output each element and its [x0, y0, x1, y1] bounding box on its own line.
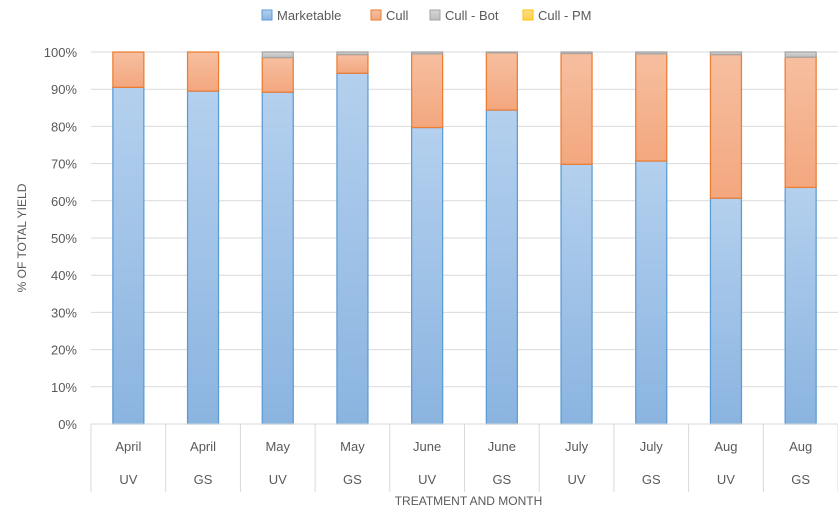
bar-segment-cull-bot [261, 51, 294, 59]
x-tick-label-treatment: GS [343, 472, 362, 487]
x-tick-label-treatment: UV [269, 472, 287, 487]
legend-swatch [370, 9, 382, 21]
bar-segment-marketable [635, 160, 668, 425]
x-tick-label-treatment: UV [717, 472, 735, 487]
x-tick-label-month: April [115, 439, 141, 454]
y-tick-label: 30% [51, 305, 77, 320]
x-tick-label-treatment: GS [791, 472, 810, 487]
bar-segment-cull-bot [485, 51, 518, 54]
bar-segment-cull-bot [709, 51, 743, 56]
bar-segment-cull [485, 52, 518, 111]
x-tick-label-month: May [340, 439, 365, 454]
bar-segment-marketable [709, 197, 743, 425]
bar-segment-cull [635, 53, 668, 162]
legend-label: Cull - Bot [445, 8, 499, 23]
y-axis-ticks: 0% 10% 20% 30% 40% 50% 60% 70% 80% 90% 100% [44, 45, 78, 432]
y-tick-label: 80% [51, 119, 77, 134]
x-tick-label-treatment: UV [119, 472, 137, 487]
bar-segment-cull-bot [784, 51, 817, 58]
bar-segment-cull-bot [411, 51, 444, 55]
x-tick-label-treatment: GS [492, 472, 511, 487]
x-tick-label-treatment: GS [642, 472, 661, 487]
y-tick-label: 100% [44, 45, 78, 60]
bar-segment-marketable [112, 86, 145, 425]
y-tick-label: 20% [51, 343, 77, 358]
chart-legend: Marketable Cull Cull - Bot Cull - PM [261, 8, 591, 23]
bar-segment-marketable [411, 126, 444, 425]
bar-segment-cull [336, 53, 369, 74]
bar-segment-cull [261, 56, 294, 93]
x-axis-title: TREATMENT AND MONTH [395, 494, 543, 508]
x-tick-label-treatment: UV [568, 472, 586, 487]
x-tick-label-month: July [565, 439, 589, 454]
legend-swatch [429, 9, 441, 21]
bar-segment-cull [784, 56, 817, 189]
bars [112, 51, 817, 425]
bar-segment-cull [709, 53, 743, 199]
x-tick-label-month: April [190, 439, 216, 454]
y-tick-label: 10% [51, 380, 77, 395]
y-tick-label: 50% [51, 231, 77, 246]
y-axis-title: % OF TOTAL YIELD [15, 183, 29, 292]
bar-segment-cull [411, 53, 444, 129]
x-tick-label-treatment: UV [418, 472, 436, 487]
legend-label: Cull - PM [538, 8, 591, 23]
bar-segment-marketable [261, 91, 294, 425]
x-tick-label-month: May [265, 439, 290, 454]
y-tick-label: 60% [51, 194, 77, 209]
bar-segment-cull [186, 51, 220, 92]
x-tick-label-month: June [488, 439, 516, 454]
bar-segment-marketable [336, 72, 369, 425]
y-tick-label: 0% [58, 417, 77, 432]
bar-segment-marketable [784, 186, 817, 425]
x-tick-label-month: July [640, 439, 664, 454]
x-tick-label-month: Aug [714, 439, 737, 454]
y-tick-label: 90% [51, 82, 77, 97]
bar-segment-marketable [186, 90, 220, 425]
bar-segment-cull [112, 51, 145, 88]
bar-segment-cull-bot [336, 51, 369, 56]
legend-label: Marketable [277, 8, 341, 23]
x-tick-label-month: June [413, 439, 441, 454]
y-tick-label: 40% [51, 268, 77, 283]
legend-label: Cull [386, 8, 409, 23]
x-tick-label-treatment: GS [194, 472, 213, 487]
x-axis: April UV April GS May UV May GS June UV June GS July… [90, 423, 838, 492]
legend-swatch [261, 9, 273, 21]
x-tick-label-month: Aug [789, 439, 812, 454]
bar-segment-marketable [485, 109, 518, 425]
bar-segment-cull [560, 52, 593, 165]
bar-segment-marketable [560, 163, 593, 425]
y-tick-label: 70% [51, 157, 77, 172]
legend-swatch [522, 9, 534, 21]
bar-segment-cull-bot [635, 51, 668, 55]
bar-segment-cull-bot [560, 51, 593, 55]
